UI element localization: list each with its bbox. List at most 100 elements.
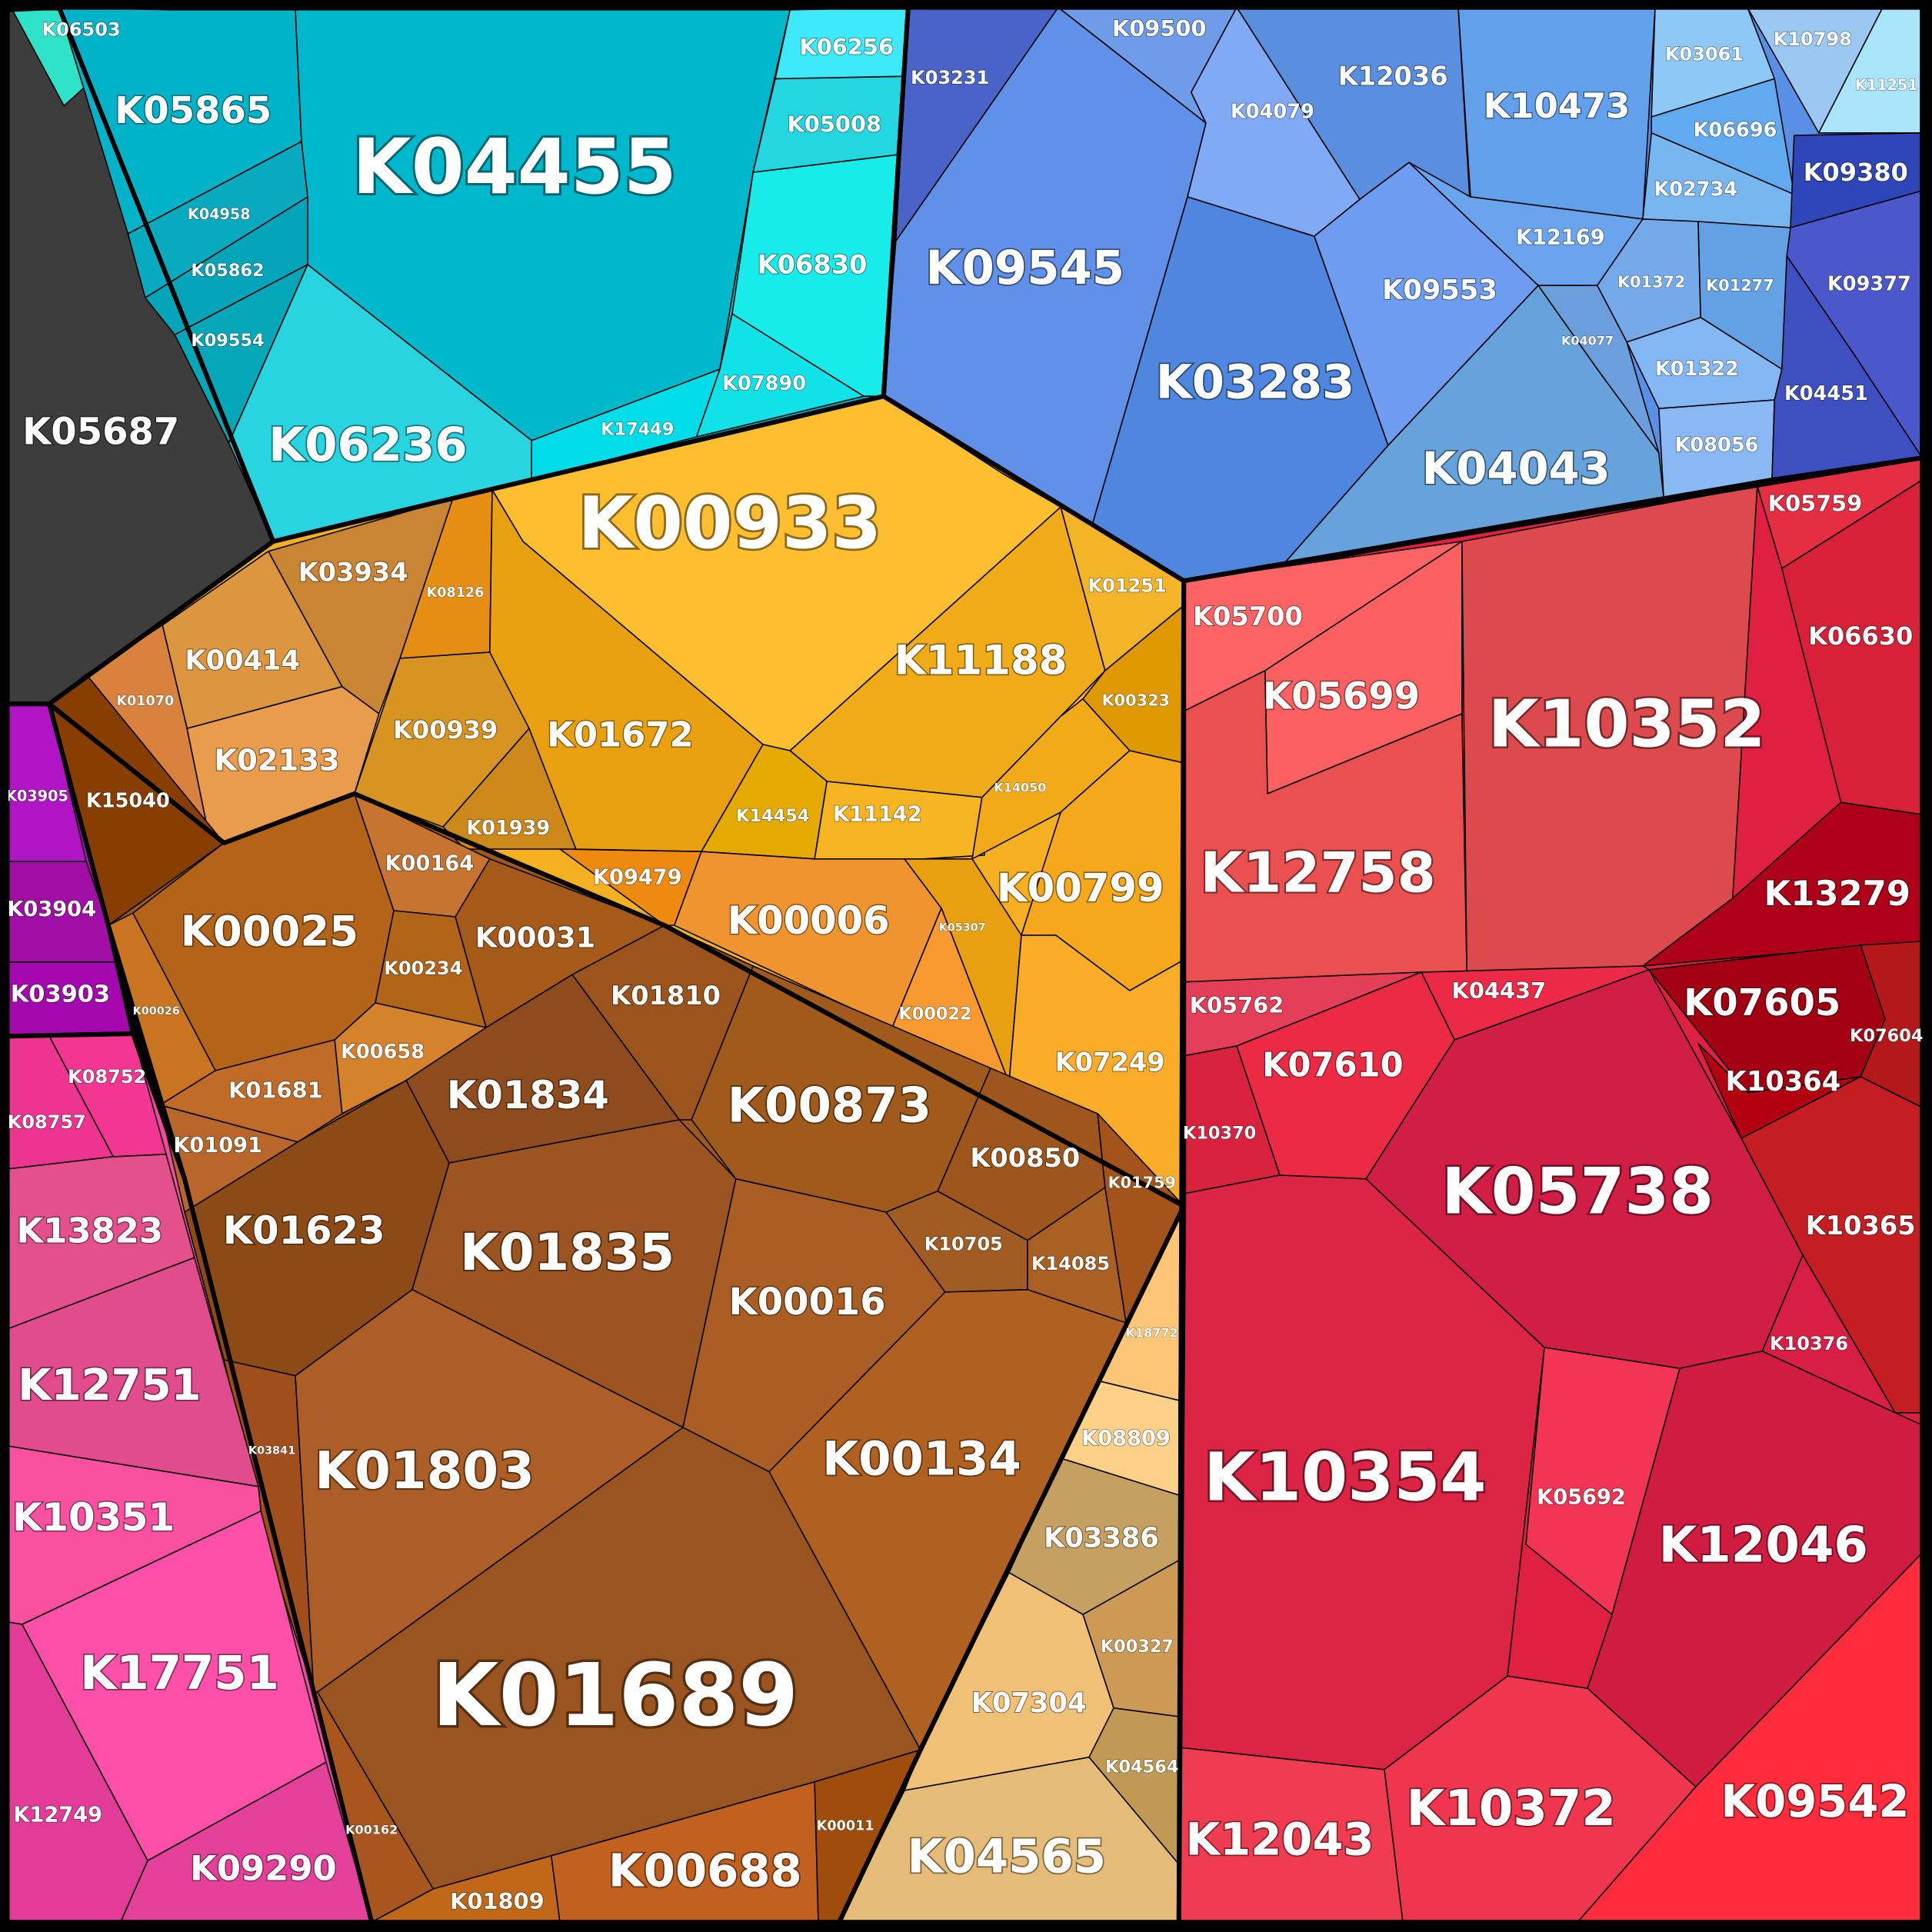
cell-label-k12751: K12751 [18,1361,201,1411]
cell-label-k00873: K00873 [728,1077,931,1133]
cell-label-k08809: K08809 [1081,1427,1171,1451]
cell-label-k09554: K09554 [191,331,264,351]
cell-label-k01322: K01322 [1655,358,1739,381]
cell-label-k13823: K13823 [17,1211,164,1251]
cell-label-k03841: K03841 [248,1444,295,1457]
cell-label-k04451: K04451 [1784,382,1868,405]
cell-label-k06830: K06830 [758,250,868,280]
cell-label-k02734: K02734 [1654,178,1737,201]
cell-label-k01759: K01759 [1108,1174,1176,1192]
cell-label-k01672: K01672 [547,715,694,755]
cell-label-k03283: K03283 [1156,356,1355,410]
cell-label-k01809: K01809 [450,1888,545,1914]
cell-label-k10370: K10370 [1183,1124,1256,1144]
cell-label-k05738: K05738 [1441,1154,1714,1228]
cell-label-k00025: K00025 [181,908,358,956]
cell-label-k10372: K10372 [1407,1780,1616,1837]
cell-label-k04455: K04455 [352,123,677,212]
cell-label-k10473: K10473 [1484,85,1631,126]
cell-label-k15040: K15040 [86,790,170,813]
cell-label-k03934: K03934 [298,558,408,588]
cell-label-k01689: K01689 [432,1646,798,1746]
cell-label-k01623: K01623 [223,1208,385,1253]
cell-label-k17751: K17751 [80,1647,279,1700]
cell-label-k07249: K07249 [1055,1047,1165,1077]
cell-label-k11251: K11251 [1855,76,1918,94]
cell-label-k05865: K05865 [115,89,271,132]
cell-label-k10376: K10376 [1770,1333,1848,1354]
cell-label-k01834: K01834 [447,1073,609,1118]
cell-label-k00658: K00658 [341,1041,425,1064]
cell-label-k09545: K09545 [925,242,1124,295]
cell-label-k00414: K00414 [185,645,300,677]
cell-label-k06236: K06236 [268,418,468,472]
cell-label-k04079: K04079 [1231,101,1314,124]
cell-label-k01251: K01251 [1088,575,1167,597]
cell-label-k08757: K08757 [8,1111,86,1133]
cell-label-k18772: K18772 [1126,1325,1178,1340]
cell-label-k00162: K00162 [345,1823,398,1837]
cell-label-k05687: K05687 [22,411,179,454]
cell-label-k00799: K00799 [997,865,1164,911]
cell-label-k09553: K09553 [1382,275,1497,306]
cell-label-k03061: K03061 [1665,43,1744,65]
cell-label-k06630: K06630 [1808,621,1913,651]
cell-label-k00031: K00031 [475,921,596,954]
cell-label-k03903: K03903 [11,981,110,1008]
cell-label-k05692: K05692 [1537,1486,1626,1510]
cell-label-k08056: K08056 [1675,434,1759,457]
cell-label-k01681: K01681 [228,1078,323,1104]
cell-label-k00933: K00933 [578,481,881,565]
cell-label-k03231: K03231 [911,67,989,88]
cell-label-k13279: K13279 [1764,873,1911,914]
cell-label-k07610: K07610 [1262,1047,1404,1085]
cell-label-k07890: K07890 [722,372,806,395]
cell-label-k03386: K03386 [1044,1523,1159,1554]
cell-label-k05759: K05759 [1768,490,1863,516]
cell-label-k12758: K12758 [1200,840,1435,904]
cell-label-k00327: K00327 [1101,1637,1174,1657]
cell-label-k01939: K01939 [466,817,550,840]
cell-label-k07605: K07605 [1684,981,1840,1024]
cell-label-k06503: K06503 [42,18,121,40]
cell-label-k00016: K00016 [729,1281,886,1324]
cell-label-k12749: K12749 [13,1804,102,1827]
cell-label-k09290: K09290 [190,1847,337,1888]
cell-k11142 [814,781,985,860]
cell-label-k00164: K00164 [385,852,475,876]
cell-label-k01372: K01372 [1617,272,1685,291]
cell-label-k00022: K00022 [898,1004,971,1024]
cell-label-k10351: K10351 [12,1495,175,1540]
cell-label-k11188: K11188 [894,638,1068,685]
cell-label-k09500: K09500 [1112,15,1207,42]
cell-label-k01810: K01810 [611,981,721,1011]
cell-label-k04043: K04043 [1422,443,1611,495]
cell-label-k06256: K06256 [800,34,894,60]
cell-label-k00134: K00134 [822,1433,1021,1487]
cell-label-k01277: K01277 [1706,276,1774,295]
cell-label-k04437: K04437 [1452,978,1547,1004]
cell-label-k07604: K07604 [1850,1026,1923,1046]
cell-label-k09542: K09542 [1721,1776,1910,1827]
cell-label-k00006: K00006 [728,898,890,943]
cell-label-k02133: K02133 [214,743,339,778]
cell-label-k00323: K00323 [1102,691,1170,709]
cell-label-k01091: K01091 [173,1134,262,1158]
cell-label-k14085: K14085 [1031,1253,1110,1274]
cell-label-k03905: K03905 [5,788,68,805]
cell-label-k08126: K08126 [427,585,485,601]
cell-label-k14050: K14050 [994,781,1046,795]
cell-label-k10364: K10364 [1726,1066,1841,1098]
cell-label-k00011: K00011 [817,1818,874,1834]
group-border-red [1176,455,1925,1925]
cell-label-k12043: K12043 [1186,1814,1374,1866]
cell-label-k00939: K00939 [393,715,498,744]
cell-label-k05862: K05862 [191,261,264,281]
cell-label-k07304: K07304 [971,1687,1087,1719]
cell-label-k00026: K00026 [133,1005,180,1018]
cell-label-k05307: K05307 [939,921,986,934]
cell-label-k10354: K10354 [1204,1440,1487,1517]
cell-label-k05700: K05700 [1193,601,1303,631]
cell-label-k06696: K06696 [1694,119,1777,142]
